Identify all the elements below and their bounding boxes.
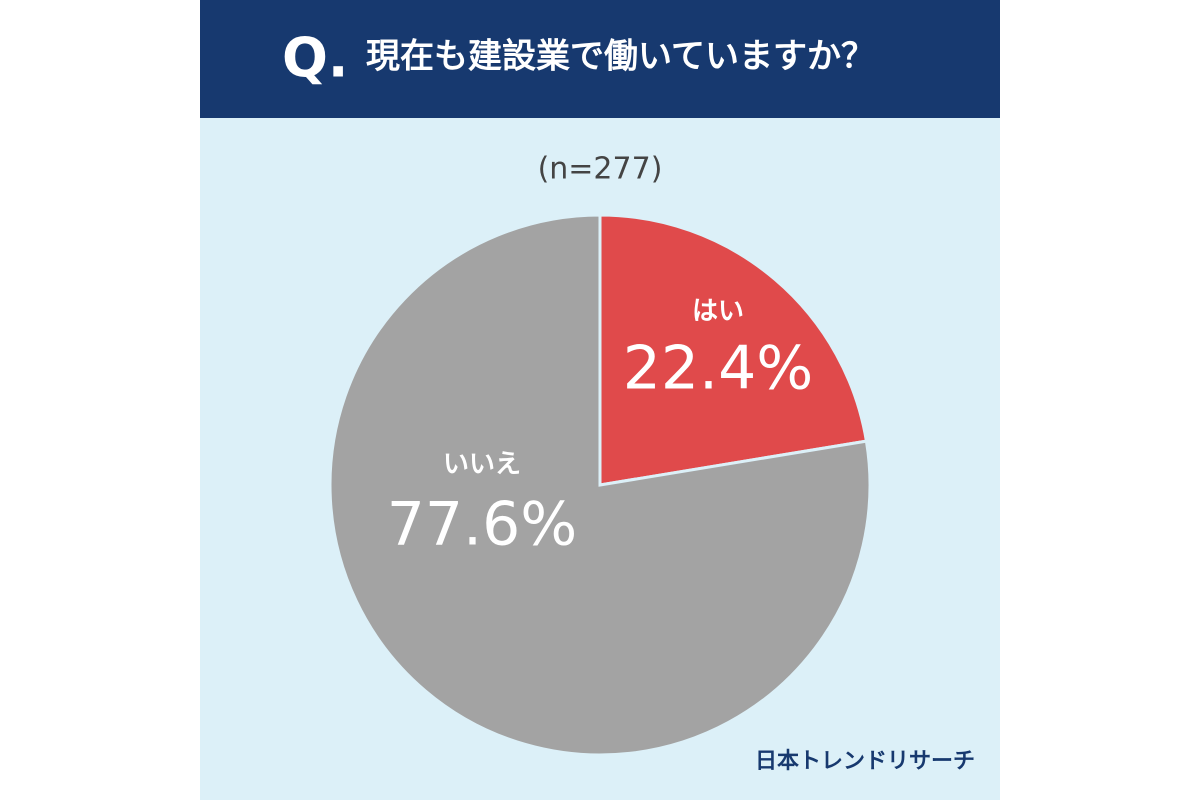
pie-slice: [328, 213, 872, 757]
slice-label: いいえ: [443, 450, 521, 480]
header: [200, 0, 1000, 118]
pie-slice: [598, 213, 869, 487]
chart-title: 現在も建設業で働いていますか？: [366, 37, 875, 77]
question-prefix: Q.: [282, 27, 348, 90]
value-label: 77.6%: [387, 490, 578, 560]
chart-subtitle: (n=277): [538, 152, 663, 187]
source: 日本トレンドリサーチ: [755, 749, 975, 774]
value-label: 22.4%: [623, 334, 814, 404]
slice-label: はい: [692, 297, 744, 327]
